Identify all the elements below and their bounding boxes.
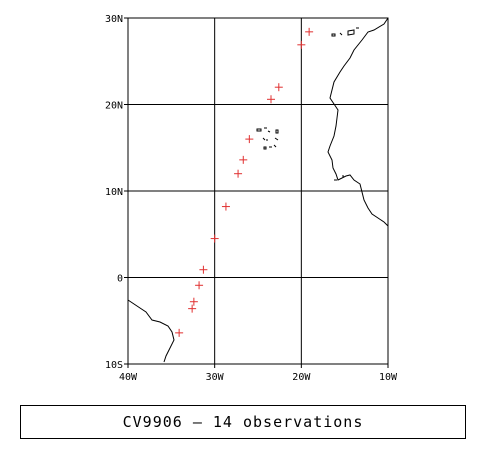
lat-tick-label: 30N bbox=[105, 14, 123, 25]
lat-tick-label: 10S bbox=[105, 360, 123, 371]
observation-marker bbox=[221, 202, 230, 211]
observation-marker bbox=[189, 297, 198, 306]
observation-marker bbox=[195, 281, 204, 290]
lat-tick-label: 20N bbox=[105, 101, 123, 112]
caption-box: CV9906 – 14 observations bbox=[20, 405, 466, 439]
coastlines bbox=[127, 17, 389, 363]
observation-marker bbox=[239, 155, 248, 164]
lon-tick-label: 40W bbox=[119, 372, 138, 383]
observation-marker bbox=[245, 135, 254, 144]
lat-tick-label: 0 bbox=[117, 274, 123, 285]
lon-tick-label: 20W bbox=[292, 372, 311, 383]
south-america-coastline bbox=[127, 299, 175, 363]
observation-marker bbox=[274, 83, 283, 92]
map: 40W 30W 20W 10W 30N 20N 10N 0 10S bbox=[105, 14, 398, 383]
lon-tick-label: 30W bbox=[206, 372, 225, 383]
observation-marker bbox=[297, 40, 306, 49]
observation-marker bbox=[188, 304, 197, 313]
africa-coastline bbox=[327, 17, 389, 227]
observation-marker bbox=[234, 169, 243, 178]
observation-marker bbox=[210, 234, 219, 243]
axis-ticks: 40W 30W 20W 10W 30N 20N 10N 0 10S bbox=[105, 14, 398, 383]
observation-marker bbox=[305, 27, 314, 36]
lat-tick-label: 10N bbox=[105, 187, 123, 198]
lat-lon-grid bbox=[127, 17, 389, 365]
observation-marker bbox=[267, 95, 275, 104]
observation-markers bbox=[175, 27, 314, 337]
observation-marker bbox=[199, 265, 208, 274]
canary-islands bbox=[331, 27, 359, 37]
cape-verde-islands bbox=[256, 127, 279, 150]
observation-marker bbox=[175, 328, 184, 337]
caption-text: CV9906 – 14 observations bbox=[122, 413, 364, 431]
coastal-islets bbox=[334, 175, 344, 181]
lon-tick-label: 10W bbox=[379, 372, 398, 383]
